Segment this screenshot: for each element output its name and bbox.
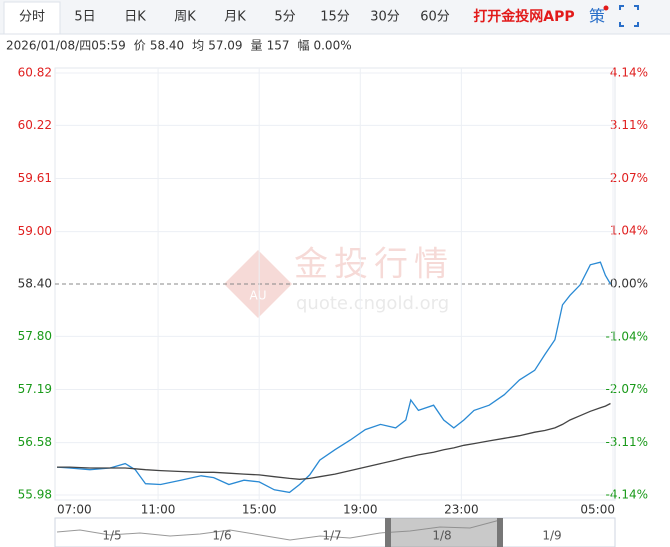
navigator-date: 1/5 [102,529,121,543]
series-line [57,402,611,480]
tab[interactable]: 分时 [19,10,45,25]
watermark-title: 金投行情 [294,245,454,285]
y2-tick-label: -4.14% [606,488,648,502]
y2-tick-label: 4.14% [610,66,648,80]
x-tick-label: 05:00 [580,503,615,517]
x-tick-label: 11:00 [141,503,176,517]
navigator-handle[interactable] [385,518,391,547]
y2-tick-label: 3.11% [610,118,648,132]
navigator-date: 1/9 [542,529,561,543]
y-tick-label: 59.00 [18,224,52,238]
tab[interactable]: 15分 [320,10,350,25]
navigator[interactable] [54,517,616,547]
tab[interactable]: 60分 [420,10,450,25]
y2-tick-label: -1.04% [606,330,648,344]
y-tick-label: 57.19 [18,382,52,396]
y2-tick-label: 2.07% [610,171,648,185]
y-tick-label: 55.98 [18,488,52,502]
y-tick-label: 60.22 [18,118,52,132]
tab[interactable]: 日K [124,10,146,25]
tab[interactable]: 5分 [274,10,295,25]
info-label: 幅 [297,38,309,53]
info-value: 57.09 [208,39,242,53]
navigator-handle[interactable] [497,518,503,547]
y2-tick-label: 1.04% [610,223,648,237]
x-tick-label: 23:00 [444,503,479,517]
toolbar [0,0,670,34]
navigator-date: 1/6 [212,529,231,543]
y2-tick-label: -2.07% [606,382,648,396]
fullscreen-icon[interactable] [619,5,639,27]
info-value: 58.40 [150,39,184,53]
strategy-icon[interactable]: 策 [589,7,605,26]
x-tick-label: 15:00 [242,503,277,517]
y-tick-label: 58.40 [18,277,52,291]
tab-active [3,1,61,35]
y2-tick-label: -3.11% [606,435,648,449]
tab[interactable]: 30分 [370,10,400,25]
tab[interactable]: 周K [174,10,196,25]
y-tick-label: 59.61 [18,171,52,185]
navigator-date: 1/7 [322,529,341,543]
watermark-url: quote.cngold.org [296,293,449,314]
info-label: 量 [251,39,263,53]
tab[interactable]: 5日 [74,10,95,25]
y-tick-label: 60.82 [18,66,52,80]
y2-tick-label: 0.00% [610,277,648,291]
notify-dot [603,5,609,11]
navigator-window[interactable] [388,518,500,547]
app-link[interactable]: 打开金投网APP [473,8,574,25]
x-tick-label: 07:00 [57,503,92,517]
watermark-badge: AU [250,289,267,303]
navigator-line [56,519,501,541]
watermark: AU 金投行情 quote.cngold.org [224,245,454,318]
y-tick-label: 56.58 [18,435,52,449]
y-tick-label: 57.80 [18,329,52,343]
info-label: 均 [192,39,204,53]
x-tick-label: 19:00 [343,503,378,517]
series-line [56,261,612,494]
info-value: 2026/01/08/四05:59 [6,39,126,53]
tab[interactable]: 月K [224,10,246,25]
info-label: 价 [134,39,146,53]
navigator-date: 1/8 [432,529,451,543]
info-value: 0.00% [313,39,351,53]
info-value: 157 [267,39,290,53]
